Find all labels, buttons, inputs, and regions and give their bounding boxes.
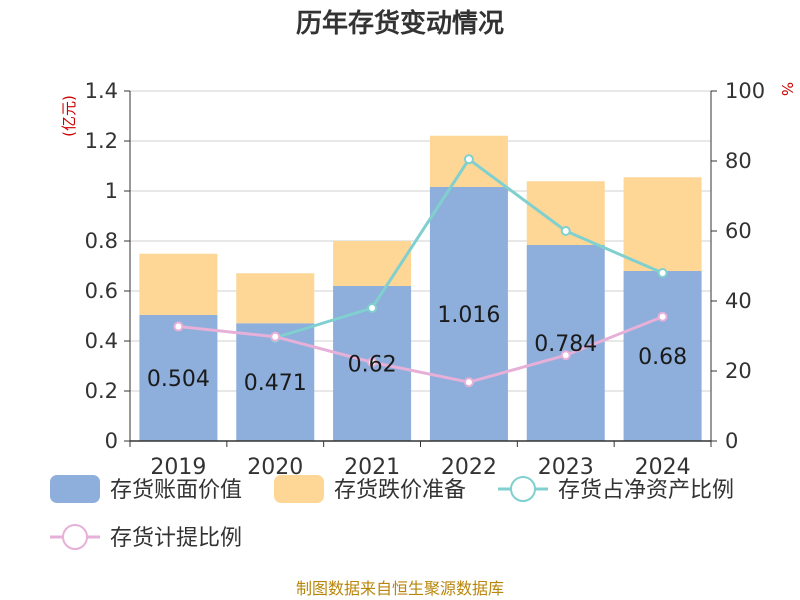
bar-book-value	[526, 245, 605, 441]
bar-impairment	[236, 273, 315, 324]
left-tick-label: 0.8	[85, 229, 118, 253]
point-provision-ratio	[463, 377, 474, 388]
point-provision-ratio	[560, 350, 571, 361]
legend-swatch-bar	[274, 475, 324, 503]
x-tick-label: 2021	[344, 455, 400, 480]
legend-swatch-marker	[62, 524, 88, 550]
legend-swatch-bar	[50, 475, 100, 503]
left-tick-label: 0.6	[85, 279, 118, 303]
data-label: 1.016	[437, 303, 500, 328]
left-tick-label: 1.2	[85, 129, 118, 153]
point-provision-ratio	[173, 321, 184, 332]
point-provision-ratio	[657, 311, 668, 322]
right-axis-unit: %	[778, 82, 796, 96]
bar-book-value	[623, 271, 702, 441]
data-label: 0.471	[244, 371, 307, 396]
bar-book-value	[429, 187, 508, 441]
point-provision-ratio	[367, 357, 378, 368]
x-tick-label: 2024	[635, 455, 691, 480]
point-provision-ratio	[270, 331, 281, 342]
left-tick-label: 0	[105, 429, 118, 453]
legend-label: 存货账面价值	[110, 478, 242, 503]
legend-swatch-marker	[510, 476, 536, 502]
bar-impairment	[333, 241, 412, 286]
x-tick-label: 2023	[538, 455, 594, 480]
grid-lines	[130, 90, 711, 392]
line-provision-ratio	[178, 315, 664, 384]
point-inventory-ratio	[657, 268, 668, 278]
bar-book-value	[139, 315, 218, 441]
x-tick-label: 2019	[150, 455, 206, 480]
point-inventory-ratio	[463, 154, 474, 165]
data-labels-layer: 0.504 0.471 0.62 1.016 0.784 0.68	[147, 303, 687, 396]
bars-layer	[139, 135, 702, 441]
right-tick-label: 40	[725, 289, 752, 313]
right-tick-label: 100	[725, 79, 765, 103]
data-label: 0.784	[534, 332, 597, 357]
right-tick-label: 60	[725, 219, 752, 243]
data-label: 0.68	[638, 345, 687, 370]
legend-label: 存货计提比例	[110, 526, 242, 551]
bar-impairment	[623, 177, 702, 271]
lines-layer	[173, 154, 668, 388]
x-tick-label: 2022	[441, 455, 497, 480]
right-tick-label: 80	[725, 149, 752, 173]
point-inventory-ratio	[367, 303, 378, 313]
bar-impairment	[139, 253, 218, 315]
source-note: 制图数据来自恒生聚源数据库	[296, 579, 504, 598]
left-tick-label: 1	[105, 179, 118, 203]
chart-title: 历年存货变动情况	[296, 8, 504, 39]
left-tick-label: 1.4	[85, 79, 118, 103]
data-label: 0.504	[147, 367, 210, 392]
right-tick-label: 0	[725, 429, 738, 453]
left-tick-label: 0.2	[85, 379, 118, 403]
left-tick-label: 0.4	[85, 329, 118, 353]
data-label: 0.62	[348, 353, 397, 378]
legend-label: 存货跌价准备	[334, 478, 466, 503]
point-inventory-ratio	[560, 226, 571, 236]
left-axis-unit: (亿元)	[60, 95, 78, 137]
legend-label: 存货占净资产比例	[558, 478, 734, 503]
right-tick-label: 20	[725, 359, 752, 383]
